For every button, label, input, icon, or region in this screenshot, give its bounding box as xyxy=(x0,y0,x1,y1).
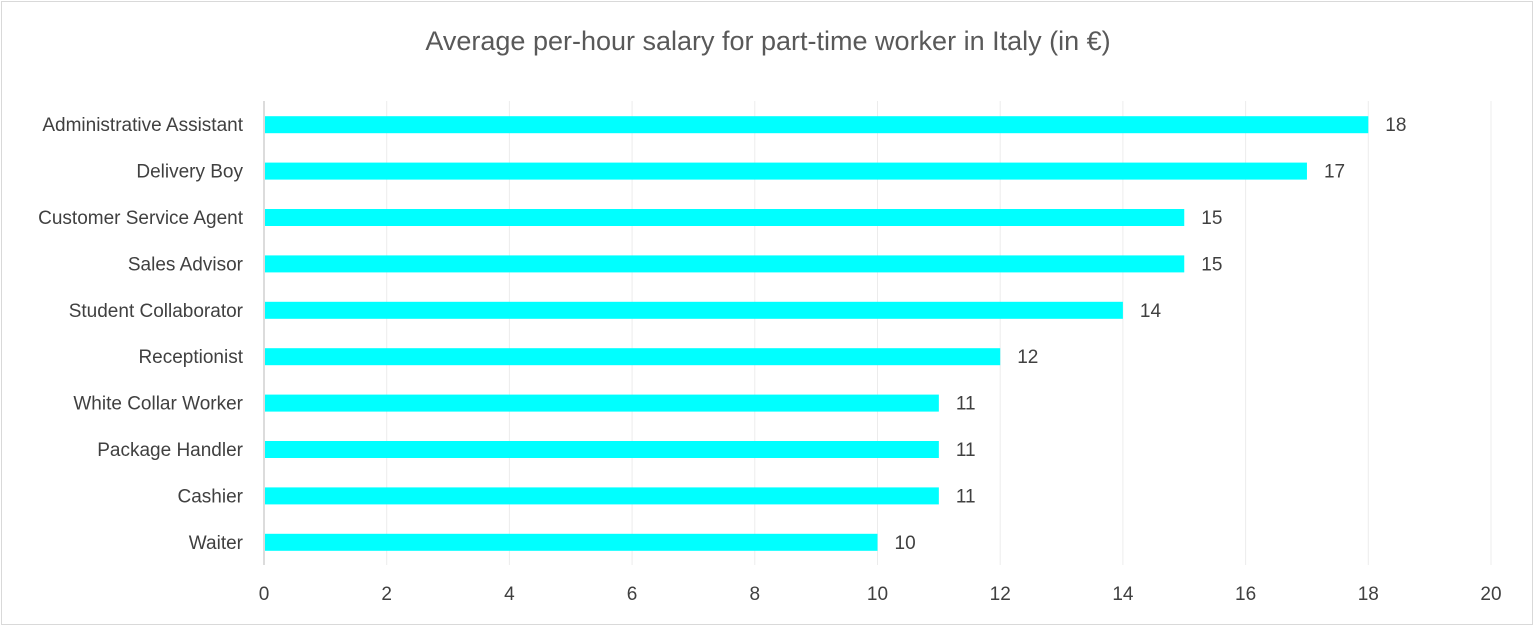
category-label: Cashier xyxy=(178,486,244,507)
x-tick-label: 6 xyxy=(627,584,638,605)
category-label: Customer Service Agent xyxy=(38,208,244,229)
data-label: 15 xyxy=(1201,254,1222,275)
bar xyxy=(265,209,1185,226)
data-label: 11 xyxy=(956,486,976,507)
category-label: Waiter xyxy=(189,533,244,554)
x-tick-label: 16 xyxy=(1235,584,1256,605)
data-label: 10 xyxy=(895,533,916,554)
data-label: 12 xyxy=(1017,347,1038,368)
x-tick-label: 8 xyxy=(750,584,761,605)
bar xyxy=(265,162,1307,180)
x-tick-label: 14 xyxy=(1112,584,1134,605)
category-label: Student Collaborator xyxy=(69,301,244,322)
bar xyxy=(265,348,1001,366)
data-label: 11 xyxy=(956,394,976,415)
bar xyxy=(265,301,1123,319)
data-label: 18 xyxy=(1385,115,1406,136)
bar xyxy=(265,533,878,551)
category-label: Sales Advisor xyxy=(128,254,244,275)
category-label: White Collar Worker xyxy=(73,394,243,415)
bar xyxy=(265,441,939,458)
data-label: 15 xyxy=(1201,208,1222,229)
chart-title: Average per-hour salary for part-time wo… xyxy=(425,26,1111,56)
x-tick-label: 10 xyxy=(867,584,888,605)
x-tick-label: 0 xyxy=(259,584,270,605)
x-tick-label: 12 xyxy=(990,584,1011,605)
data-label: 17 xyxy=(1324,162,1345,183)
data-label: 11 xyxy=(956,440,976,461)
category-label: Delivery Boy xyxy=(136,162,243,183)
x-tick-label: 2 xyxy=(381,584,392,605)
category-label: Package Handler xyxy=(97,440,243,461)
data-label: 14 xyxy=(1140,301,1162,322)
category-label: Administrative Assistant xyxy=(42,115,243,136)
category-label: Receptionist xyxy=(138,347,243,368)
bar xyxy=(265,255,1185,273)
bar xyxy=(265,116,1369,134)
bar xyxy=(265,487,939,505)
x-tick-label: 20 xyxy=(1480,584,1501,605)
bar xyxy=(265,394,939,412)
x-tick-label: 4 xyxy=(504,584,515,605)
x-tick-label: 18 xyxy=(1358,584,1379,605)
